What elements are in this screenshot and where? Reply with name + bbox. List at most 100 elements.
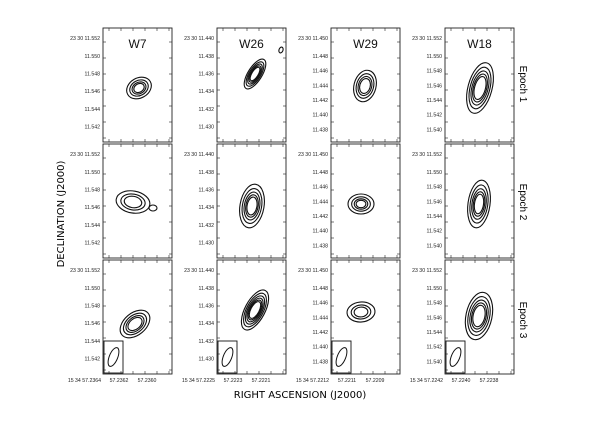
- contour-line: [353, 306, 369, 318]
- panel-frame: [444, 27, 515, 143]
- column-title-w26: W26: [239, 37, 264, 51]
- dec-tick-label: 11.440: [313, 229, 329, 235]
- contour-line: [243, 58, 267, 90]
- right-ascension-axis-title: RIGHT ASCENSION (J2000): [234, 390, 367, 401]
- dec-tick-label: 11.438: [313, 359, 329, 365]
- dec-tick-label: 11.446: [313, 301, 329, 307]
- contour-line: [350, 304, 372, 320]
- beam-box: [103, 340, 124, 374]
- dec-tick-label: 11.542: [85, 124, 101, 130]
- contour-line: [119, 309, 151, 339]
- contour-line: [467, 296, 491, 336]
- epoch-2-label: Epoch 2: [517, 184, 528, 221]
- panel-w7-epoch-1: [102, 27, 173, 143]
- dec-tick-label: 11.430: [199, 356, 215, 362]
- dec-tick-label: 11.546: [427, 315, 443, 321]
- beam-ellipse: [221, 347, 234, 367]
- panel-w26-epoch-1: [216, 27, 287, 143]
- panel-w26-epoch-2: [216, 143, 287, 259]
- dec-tick-label: 11.436: [199, 72, 215, 78]
- dec-tick-label: 11.432: [199, 107, 215, 113]
- dec-tick-label: 11.548: [427, 69, 443, 75]
- beam-box: [217, 340, 238, 374]
- panel-w7-epoch-2: [102, 143, 173, 259]
- dec-tick-label: 11.448: [313, 170, 329, 176]
- contour-line: [133, 82, 145, 94]
- panel-w18-epoch-2: [444, 143, 515, 259]
- contour-line: [470, 70, 490, 106]
- dec-tick-label: 11.548: [427, 301, 443, 307]
- dec-prefix-label: 23 30 11.552: [412, 268, 442, 274]
- dec-tick-label: 11.434: [199, 89, 215, 95]
- dec-prefix-label: 23 30 11.552: [70, 152, 100, 158]
- dec-prefix-label: 23 30 11.440: [184, 152, 214, 158]
- dec-tick-label: 11.550: [85, 286, 101, 292]
- dec-tick-label: 11.544: [427, 214, 443, 220]
- contour-line: [241, 188, 263, 224]
- dec-tick-label: 11.438: [199, 54, 215, 60]
- dec-tick-label: 11.540: [427, 243, 443, 249]
- ra-tick-label: 57.2209: [366, 378, 385, 384]
- contour-line: [472, 304, 486, 328]
- dec-tick-label: 11.544: [85, 223, 101, 229]
- contour-line: [240, 289, 270, 331]
- panel-w29-epoch-1: [330, 27, 401, 143]
- contour-line: [353, 69, 377, 103]
- panel-w7-epoch-3: [102, 259, 173, 375]
- dec-tick-label: 11.546: [85, 205, 101, 211]
- contour-line: [357, 75, 373, 97]
- epoch-3-label: Epoch 3: [517, 302, 528, 339]
- dec-tick-label: 11.444: [313, 83, 329, 89]
- dec-tick-label: 11.548: [85, 72, 101, 78]
- dec-tick-label: 11.436: [199, 304, 215, 310]
- dec-prefix-label: 23 30 11.552: [412, 36, 442, 42]
- dec-prefix-label: 23 30 11.552: [70, 36, 100, 42]
- column-title-w29: W29: [353, 37, 378, 51]
- dec-tick-label: 11.542: [85, 356, 101, 362]
- dec-tick-label: 11.438: [199, 286, 215, 292]
- dec-tick-label: 11.546: [427, 83, 443, 89]
- dec-prefix-label: 23 30 11.450: [298, 36, 328, 42]
- contour-line: [359, 77, 371, 95]
- panel-frame: [102, 143, 173, 259]
- contour-line: [471, 188, 487, 220]
- contour-line: [148, 204, 158, 212]
- ra-tick-label: 57.2240: [452, 378, 471, 384]
- panel-frame: [102, 259, 173, 375]
- contour-line: [278, 46, 284, 54]
- dec-tick-label: 11.438: [313, 243, 329, 249]
- contour-line: [347, 193, 375, 215]
- ra-prefix-label: 15 34 57.2242: [410, 378, 443, 384]
- contour-line: [246, 297, 264, 323]
- contour-line: [120, 193, 146, 211]
- figure-labels: W7 23 30 11.552 11.550 11.548 11.546 11.544 11…: [68, 36, 499, 384]
- epoch-1-label: Epoch 1: [517, 66, 528, 103]
- ra-tick-label: 57.2223: [224, 378, 243, 384]
- dec-tick-label: 11.434: [199, 205, 215, 211]
- beam-ellipse: [449, 347, 462, 367]
- contour-line: [468, 66, 492, 110]
- contour-line: [464, 291, 494, 341]
- dec-tick-label: 11.548: [427, 185, 443, 191]
- contour-line: [353, 198, 369, 210]
- dec-tick-label: 11.544: [85, 339, 101, 345]
- dec-tick-label: 11.440: [313, 345, 329, 351]
- panel-frame: [216, 143, 287, 259]
- contour-line: [123, 195, 143, 209]
- dec-tick-label: 11.544: [427, 330, 443, 336]
- panel-frame: [216, 259, 287, 375]
- panel-w26-epoch-3: [216, 259, 287, 375]
- contour-line: [127, 316, 143, 332]
- dec-tick-label: 11.550: [427, 54, 443, 60]
- dec-tick-label: 11.444: [313, 199, 329, 205]
- ra-tick-label: 57.2360: [138, 378, 157, 384]
- dec-tick-label: 11.442: [313, 98, 329, 104]
- beam-box: [445, 340, 466, 374]
- dec-tick-label: 11.432: [199, 339, 215, 345]
- contour-line: [473, 76, 487, 100]
- contour-line: [245, 194, 259, 218]
- contour-line: [243, 292, 267, 328]
- contour-line: [346, 301, 376, 323]
- dec-tick-label: 11.542: [85, 240, 101, 246]
- dec-tick-label: 11.448: [313, 286, 329, 292]
